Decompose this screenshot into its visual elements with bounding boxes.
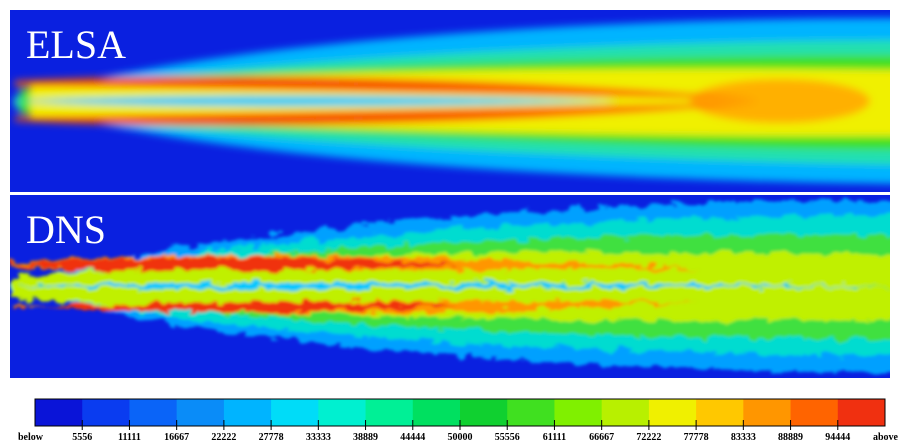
colorbar-label: 50000 <box>448 432 473 443</box>
colorbar-segment <box>790 399 839 426</box>
colorbar-label: below <box>18 432 44 443</box>
colorbar-label: 55556 <box>495 432 520 443</box>
panel-label: ELSA <box>26 22 126 67</box>
colorbar-label: 83333 <box>731 432 756 443</box>
colorbar-segment <box>365 399 414 426</box>
colorbar-label: 5556 <box>72 432 92 443</box>
colorbar-segment <box>35 399 83 426</box>
colorbar-segment <box>223 399 272 426</box>
colorbar-label: 38889 <box>353 432 378 443</box>
colorbar-segment <box>460 399 508 426</box>
colorbar-label: 61111 <box>543 432 566 443</box>
colorbar-segment <box>176 399 225 426</box>
colorbar-segment <box>412 399 461 426</box>
colorbar-label: 16667 <box>164 432 189 443</box>
colorbar-label: 94444 <box>825 432 850 443</box>
colorbar-label: above <box>873 432 899 443</box>
colorbar: below 5556 11111 16667 22222 27778 33333 38889 4… <box>18 398 899 443</box>
colorbar-label: 33333 <box>306 432 331 443</box>
colorbar-label: 88889 <box>778 432 803 443</box>
colorbar-segment <box>82 399 130 426</box>
colorbar-label: 72222 <box>636 432 661 443</box>
colorbar-segment <box>696 399 744 426</box>
colorbar-segment <box>271 399 319 426</box>
colorbar-segment <box>601 399 650 426</box>
colorbar-label: 11111 <box>118 432 141 443</box>
colorbar-label: 44444 <box>400 432 425 443</box>
dns-field: DNS <box>10 195 890 378</box>
colorbar-label: 66667 <box>589 432 614 443</box>
colorbar-segment <box>648 399 697 426</box>
colorbar-segment <box>507 399 555 426</box>
elsa-field: ELSA <box>10 10 890 192</box>
colorbar-segment <box>554 399 603 426</box>
colorbar-label: 22222 <box>211 432 236 443</box>
colorbar-label: 77778 <box>684 432 709 443</box>
panel-label: DNS <box>26 207 106 252</box>
colorbar-segment <box>129 399 178 426</box>
colorbar-segment <box>743 399 792 426</box>
colorbar-segment <box>318 399 367 426</box>
colorbar-label: 27778 <box>259 432 284 443</box>
colorbar-segment <box>837 399 886 426</box>
